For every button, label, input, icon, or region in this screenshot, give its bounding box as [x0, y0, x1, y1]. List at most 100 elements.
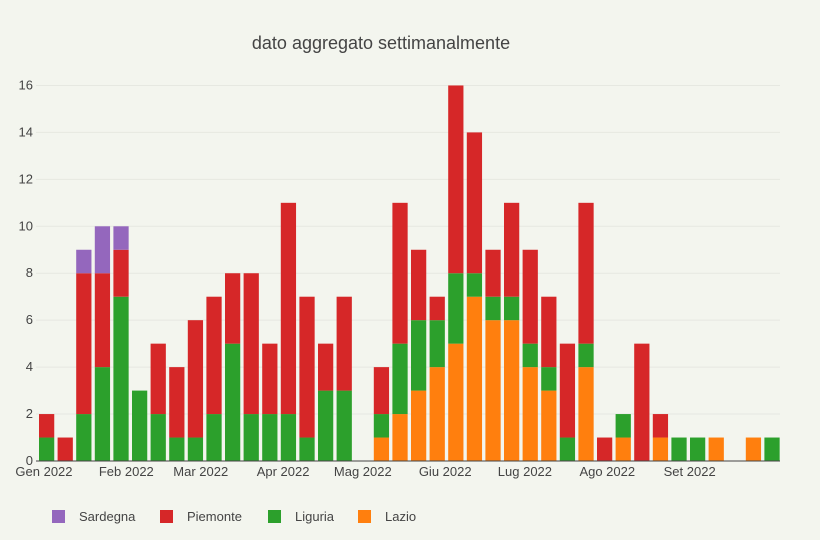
bar-lazio-2022-08-21[interactable]: [652, 437, 669, 461]
x-tick-label: Gen 2022: [15, 464, 72, 479]
bar-lazio-2022-07-24[interactable]: [578, 367, 594, 461]
bar-piemonte-2022-04-24[interactable]: [336, 296, 352, 391]
bar-piemonte-2022-02-20[interactable]: [169, 367, 185, 438]
bar-piemonte-2022-01-16[interactable]: [76, 273, 92, 415]
bar-piemonte-2022-01-23[interactable]: [94, 273, 111, 368]
bar-liguria-2022-09-04[interactable]: [690, 437, 706, 461]
x-tick-label: Mar 2022: [173, 464, 228, 479]
legend-label: Piemonte: [187, 509, 242, 524]
bar-liguria-2022-03-27[interactable]: [262, 414, 278, 461]
x-tick-label: Feb 2022: [99, 464, 154, 479]
bar-piemonte-2022-01-30[interactable]: [113, 249, 129, 297]
bar-liguria-2022-04-17[interactable]: [318, 390, 334, 461]
bar-lazio-2022-06-26[interactable]: [504, 320, 520, 461]
bar-liguria-2022-02-20[interactable]: [169, 437, 185, 461]
bar-piemonte-2022-03-20[interactable]: [243, 273, 259, 415]
bar-piemonte-2022-06-05[interactable]: [448, 85, 464, 274]
bar-liguria-2022-04-24[interactable]: [336, 390, 352, 461]
bar-piemonte-2022-04-03[interactable]: [280, 202, 297, 415]
bar-piemonte-2022-02-13[interactable]: [150, 343, 166, 415]
bar-liguria-2022-07-17[interactable]: [559, 437, 576, 461]
bar-liguria-2022-06-19[interactable]: [485, 296, 501, 321]
bar-liguria-2022-03-06[interactable]: [206, 414, 222, 461]
x-tick-label: Giu 2022: [419, 464, 472, 479]
bar-piemonte-2022-07-31[interactable]: [597, 437, 613, 461]
bar-piemonte-2022-04-17[interactable]: [318, 343, 334, 391]
bar-piemonte-2022-05-22[interactable]: [411, 249, 427, 321]
bar-lazio-2022-07-10[interactable]: [541, 390, 557, 461]
bar-piemonte-2022-01-02[interactable]: [39, 414, 55, 438]
bar-piemonte-2022-03-06[interactable]: [206, 296, 222, 415]
bar-piemonte-2022-07-17[interactable]: [559, 343, 576, 438]
bar-liguria-2022-02-06[interactable]: [132, 390, 148, 461]
bar-lazio-2022-08-07[interactable]: [615, 437, 631, 461]
y-tick-label: 6: [26, 312, 33, 327]
bar-liguria-2022-06-05[interactable]: [448, 273, 464, 344]
bar-piemonte-2022-07-03[interactable]: [522, 249, 538, 344]
bar-liguria-2022-05-22[interactable]: [411, 320, 427, 391]
bar-liguria-2022-07-03[interactable]: [522, 343, 538, 368]
bar-piemonte-2022-08-21[interactable]: [652, 414, 669, 438]
bar-piemonte-2022-06-12[interactable]: [466, 132, 483, 274]
bar-lazio-2022-07-03[interactable]: [522, 367, 538, 461]
bar-piemonte-2022-06-19[interactable]: [485, 249, 501, 297]
legend-item-piemonte[interactable]: Piemonte: [160, 509, 242, 524]
bar-liguria-2022-06-12[interactable]: [466, 273, 483, 297]
bar-piemonte-2022-08-14[interactable]: [634, 343, 650, 461]
legend-item-sardegna[interactable]: Sardegna: [52, 509, 136, 524]
bar-piemonte-2022-05-29[interactable]: [429, 296, 445, 321]
bar-liguria-2022-01-02[interactable]: [39, 437, 55, 461]
bar-liguria-2022-08-07[interactable]: [615, 414, 631, 438]
bar-liguria-2022-01-30[interactable]: [113, 296, 129, 461]
bar-lazio-2022-05-15[interactable]: [392, 414, 408, 461]
y-tick-label: 2: [26, 406, 33, 421]
legend-item-lazio[interactable]: Lazio: [358, 509, 416, 524]
bar-lazio-2022-06-05[interactable]: [448, 343, 464, 461]
bar-piemonte-2022-06-26[interactable]: [504, 202, 520, 297]
bar-piemonte-2022-07-10[interactable]: [541, 296, 557, 368]
bar-piemonte-2022-03-13[interactable]: [225, 273, 241, 344]
bar-liguria-2022-02-27[interactable]: [187, 437, 204, 461]
bar-liguria-2022-04-03[interactable]: [280, 414, 297, 461]
bar-liguria-2022-04-10[interactable]: [299, 437, 315, 461]
bar-sardegna-2022-01-30[interactable]: [113, 226, 129, 250]
bar-lazio-2022-05-22[interactable]: [411, 390, 427, 461]
bar-lazio-2022-05-08[interactable]: [373, 437, 390, 461]
bar-piemonte-2022-02-27[interactable]: [187, 320, 204, 438]
bar-piemonte-2022-01-09[interactable]: [57, 437, 73, 461]
bar-lazio-2022-06-19[interactable]: [485, 320, 501, 461]
bar-liguria-2022-03-20[interactable]: [243, 414, 259, 461]
bar-sardegna-2022-01-23[interactable]: [94, 226, 111, 274]
legend-swatch: [358, 510, 371, 523]
chart-title: dato aggregato settimanalmente: [252, 33, 510, 53]
bar-piemonte-2022-05-08[interactable]: [373, 367, 390, 415]
legend-swatch: [268, 510, 281, 523]
legend[interactable]: Sardegna Piemonte Liguria Lazio: [52, 509, 416, 524]
bar-lazio-2022-05-29[interactable]: [429, 367, 445, 461]
axes: 0 2 4 6 8 10 12 14 16 Gen 2022 Feb 2022 Mar 2022 Apr…: [15, 77, 780, 479]
bar-liguria-2022-05-08[interactable]: [373, 414, 390, 438]
bar-liguria-2022-05-15[interactable]: [392, 343, 408, 415]
bar-piemonte-2022-05-15[interactable]: [392, 202, 408, 344]
bar-liguria-2022-08-28[interactable]: [671, 437, 687, 461]
bar-lazio-2022-06-12[interactable]: [466, 296, 483, 461]
legend-item-liguria[interactable]: Liguria: [268, 509, 335, 524]
bar-lazio-2022-09-25[interactable]: [745, 437, 762, 461]
bar-piemonte-2022-03-27[interactable]: [262, 343, 278, 415]
bar-liguria-2022-05-29[interactable]: [429, 320, 445, 368]
bar-liguria-2022-07-10[interactable]: [541, 367, 557, 391]
bar-liguria-2022-01-16[interactable]: [76, 414, 92, 461]
legend-swatch: [52, 510, 65, 523]
bar-liguria-2022-10-02[interactable]: [764, 437, 780, 461]
bar-lazio-2022-09-11[interactable]: [708, 437, 724, 461]
bar-liguria-2022-03-13[interactable]: [225, 343, 241, 461]
bar-liguria-2022-02-13[interactable]: [150, 414, 166, 461]
bar-sardegna-2022-01-16[interactable]: [76, 249, 92, 274]
bar-piemonte-2022-04-10[interactable]: [299, 296, 315, 438]
bar-liguria-2022-01-23[interactable]: [94, 367, 111, 461]
legend-label: Liguria: [295, 509, 335, 524]
bar-liguria-2022-06-26[interactable]: [504, 296, 520, 321]
bar-liguria-2022-07-24[interactable]: [578, 343, 594, 368]
bar-piemonte-2022-07-24[interactable]: [578, 202, 594, 344]
